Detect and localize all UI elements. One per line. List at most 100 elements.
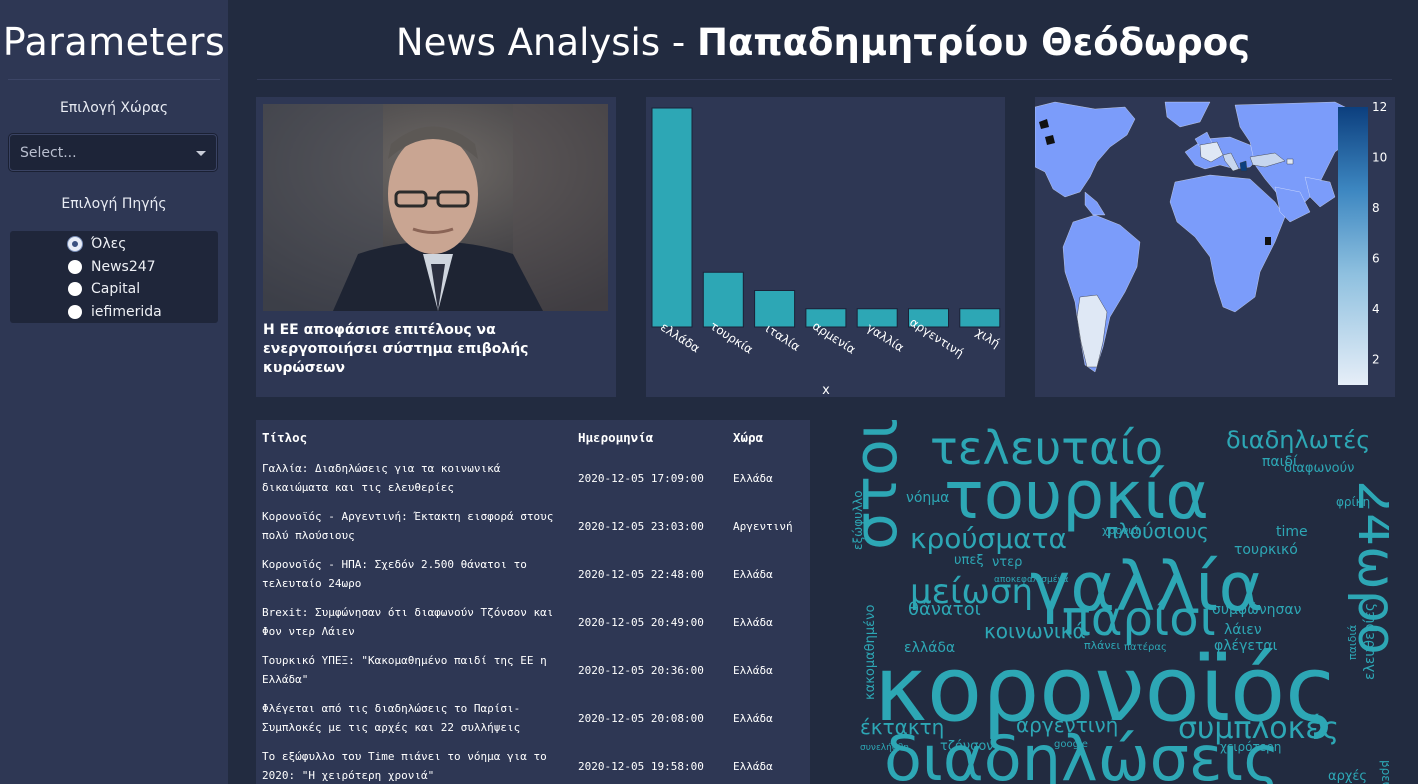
colorbar-ticks: 2 4 6 8 10 12 — [1372, 100, 1387, 367]
word-cloud-word: ντερ — [992, 555, 1022, 570]
radio-label: iefimerida — [91, 304, 162, 320]
radio-option-news247[interactable]: News247 — [68, 257, 156, 277]
word-cloud-word: γαλλία — [1030, 548, 1263, 627]
cell-date: 2020-12-05 17:09:00 — [578, 472, 704, 485]
word-cloud-word: έκτακτη — [860, 715, 944, 739]
word-cloud-word: θάνατοι — [908, 599, 981, 620]
radio-unselected-icon[interactable] — [68, 282, 82, 296]
bar-ελλάδα[interactable] — [651, 107, 693, 328]
cell-title: Φλέγεται από τις διαδηλώσεις το Παρίσι- … — [262, 702, 521, 734]
cell-title: Brexit: Συμφώνησαν ότι διαφωνούν Τζόνσον… — [262, 606, 554, 638]
cell-country: Ελλάδα — [733, 712, 773, 725]
radio-unselected-icon[interactable] — [68, 305, 82, 319]
colorbar-tick-label: 12 — [1372, 100, 1387, 114]
page-title-prefix: News Analysis - — [395, 21, 697, 64]
cell-title: Κορονοϊός - ΗΠΑ: Σχεδόν 2.500 θάνατοι το… — [262, 558, 527, 590]
bar-γαλλία[interactable] — [856, 308, 898, 328]
table-row[interactable]: Το εξώφυλλο του Time πιάνει το νόημα για… — [256, 747, 810, 784]
word-cloud-word: πλάνει — [1084, 639, 1120, 652]
news-card: Η ΕΕ αποφάσισε επιτέλους να ενεργοποιήσε… — [256, 97, 616, 397]
sidebar-divider — [8, 79, 220, 80]
cell-date: 2020-12-05 22:48:00 — [578, 568, 704, 581]
radio-option-all[interactable]: Όλες — [68, 234, 126, 254]
source-radio-group: Όλες News247 Capital iefimerida — [10, 231, 218, 323]
word-cloud-word: αργεντινή — [1016, 713, 1118, 737]
cell-title: Γαλλία: Διαδηλώσεις για τα κοινωνικά δικ… — [262, 462, 501, 494]
news-image — [263, 104, 608, 311]
world-map-land — [1034, 101, 1366, 373]
word-cloud-word: παιδιά — [1346, 625, 1359, 660]
word-cloud-word: εξώφυλλο — [851, 490, 865, 550]
radio-option-capital[interactable]: Capital — [68, 279, 140, 299]
word-cloud-word: πατέρας — [1124, 641, 1167, 653]
colorbar-tick-label: 10 — [1372, 151, 1387, 165]
word-cloud-word: ελλάδα — [904, 640, 955, 656]
bar-τουρκία[interactable] — [702, 271, 744, 328]
news-headline[interactable]: Η ΕΕ αποφάσισε επιτέλους να ενεργοποιήσε… — [263, 322, 529, 376]
bar-χιλή[interactable] — [959, 308, 1001, 328]
cell-title: Τουρκικό ΥΠΕΞ: "Κακομαθημένο παιδί της Ε… — [262, 654, 547, 686]
word-cloud-word: τουρκία — [944, 457, 1209, 534]
colorbar — [1338, 107, 1368, 385]
table-row[interactable]: Φλέγεται από τις διαδηλώσεις το Παρίσι- … — [256, 699, 810, 747]
table-header-country[interactable]: Χώρα — [733, 430, 764, 445]
word-cloud-word: κακομαθημένο — [863, 605, 878, 700]
country-select-placeholder: Select... — [20, 145, 77, 161]
table-header-title[interactable]: Τίτλος — [262, 430, 308, 445]
bar-ιταλία[interactable] — [754, 290, 796, 328]
word-cloud-word: συμφώνησαν — [1212, 602, 1302, 618]
word-cloud-word: νόημα — [906, 490, 949, 506]
sidebar: Parameters Επιλογή Χώρας Select... Επιλο… — [0, 0, 228, 784]
word-cloud-word: παρίσι — [1062, 591, 1216, 647]
colorbar-tick-label: 6 — [1372, 252, 1380, 266]
word-cloud-word: παιδί — [1262, 454, 1298, 470]
cell-country: Ελλάδα — [733, 568, 773, 581]
cell-title: Κορονοϊός - Αργεντινή: Έκτακτη εισφορά σ… — [262, 510, 554, 542]
country-select[interactable]: Select... — [9, 134, 217, 171]
word-cloud-word: κορονοϊός — [874, 637, 1338, 742]
table-header-date[interactable]: Ημερομηνία — [578, 430, 654, 445]
radio-label: Capital — [91, 281, 141, 297]
table-row[interactable]: Γαλλία: Διαδηλώσεις για τα κοινωνικά δικ… — [256, 459, 810, 507]
word-cloud-word: λάιεν — [1224, 622, 1262, 638]
word-cloud: τελευταίο διαδηλωτές τουρκία στους κρούσματα… — [844, 420, 1389, 784]
word-cloud-word: μείωση — [910, 572, 1033, 612]
table-row[interactable]: Κορονοϊός - ΗΠΑ: Σχεδόν 2.500 θάνατοι το… — [256, 555, 810, 603]
cell-date: 2020-12-05 23:03:00 — [578, 520, 704, 533]
title-divider — [257, 79, 1392, 80]
table-row[interactable]: Κορονοϊός - Αργεντινή: Έκτακτη εισφορά σ… — [256, 507, 810, 555]
word-cloud-word: google — [1054, 739, 1088, 750]
word-cloud-word: time — [1276, 524, 1308, 540]
cell-country: Ελλάδα — [733, 760, 773, 773]
source-label: Επιλογή Πηγής — [61, 196, 167, 212]
radio-selected-icon[interactable] — [68, 237, 82, 251]
word-cloud-word: στους — [844, 420, 911, 550]
table-row[interactable]: Τουρκικό ΥΠΕΞ: "Κακομαθημένο παιδί της Ε… — [256, 651, 810, 699]
bar-chart: ελλάδα τουρκία ιταλία αρμενία γαλλία αργεντιν… — [651, 107, 1003, 398]
word-cloud-word: χρονιά — [1102, 524, 1139, 537]
word-cloud-word: ελευθερίες — [1362, 603, 1378, 680]
chevron-down-icon[interactable] — [196, 151, 206, 156]
word-cloud-word: υπεξ — [954, 553, 984, 568]
word-cloud-word: διαδηλώσεις — [884, 722, 1280, 784]
x-tick-label: χιλή — [973, 325, 1002, 351]
table-row[interactable]: Brexit: Συμφώνησαν ότι διαφωνούν Τζόνσον… — [256, 603, 810, 651]
radio-option-iefimerida[interactable]: iefimerida — [68, 302, 162, 322]
cell-date: 2020-12-05 20:36:00 — [578, 664, 704, 677]
word-cloud-word: διαδηλωτές — [1226, 426, 1370, 454]
word-cloud-word: τελευταίο — [930, 421, 1163, 475]
cell-country: Αργεντινή — [733, 520, 793, 533]
page-title: News Analysis - Παπαδημητρίου Θεόδωρος — [228, 20, 1418, 66]
colorbar-tick-label: 2 — [1372, 353, 1380, 367]
cell-country: Ελλάδα — [733, 664, 773, 677]
cell-date: 2020-12-05 19:58:00 — [578, 760, 704, 773]
word-cloud-word: συνελήφθη — [860, 743, 909, 753]
bar-αρμενία[interactable] — [805, 308, 847, 328]
word-cloud-word: κοινωνικά — [984, 619, 1086, 643]
page-title-name: Παπαδημητρίου Θεόδωρος — [696, 21, 1251, 64]
radio-unselected-icon[interactable] — [68, 260, 82, 274]
colorbar-tick-label: 8 — [1372, 201, 1380, 215]
word-cloud-word: φρίκη — [1336, 495, 1370, 509]
bar-αργεντινή[interactable] — [908, 308, 949, 328]
word-cloud-word: αποκεφαλισμένα — [994, 574, 1069, 585]
